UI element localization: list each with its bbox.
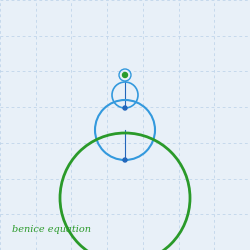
Circle shape xyxy=(123,158,127,162)
Text: benice equation: benice equation xyxy=(12,225,91,234)
Circle shape xyxy=(122,72,128,78)
Circle shape xyxy=(123,106,127,110)
